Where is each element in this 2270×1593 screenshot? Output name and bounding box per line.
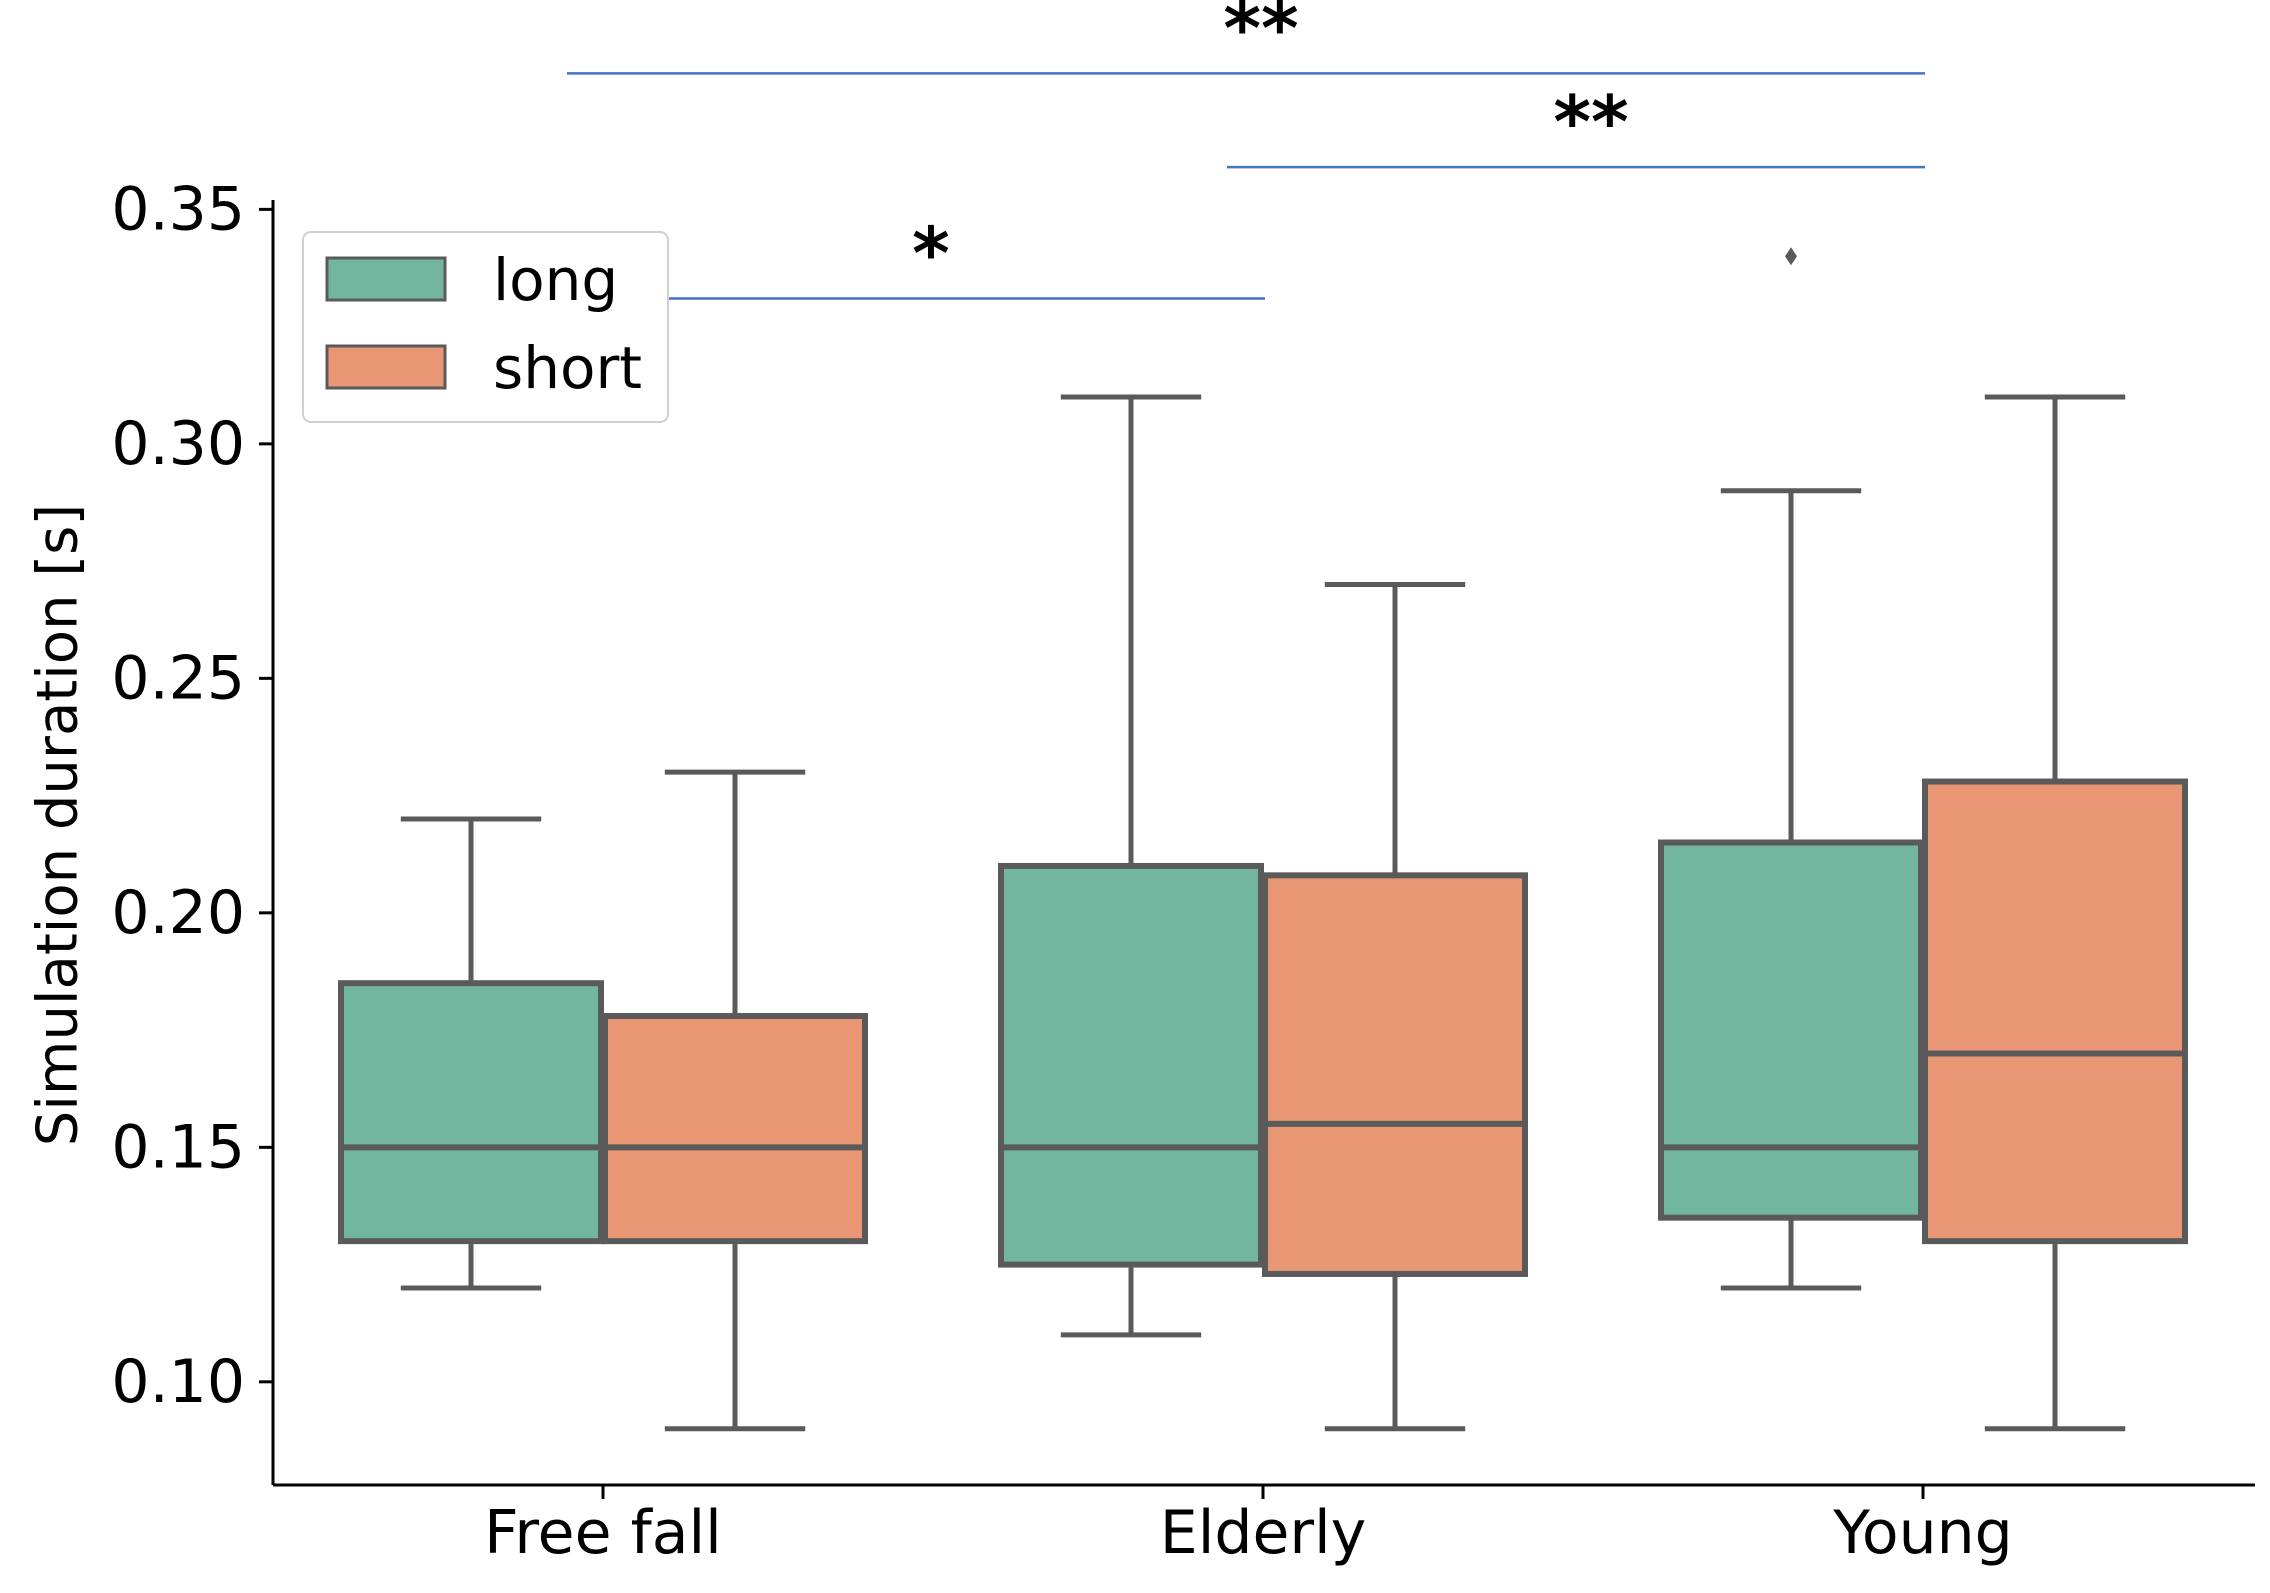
significance-label: **: [1223, 0, 1298, 70]
y-tick-label: 0.10: [111, 1347, 245, 1417]
legend-swatch-short: [325, 344, 447, 390]
box-body: [1262, 872, 1528, 1277]
y-axis-title: Simulation duration [s]: [26, 504, 91, 1146]
box-short-elderly: [1262, 582, 1528, 1432]
legend-swatch-long: [325, 256, 447, 302]
y-tick-label: 0.20: [111, 878, 245, 948]
box-short-free-fall: [602, 769, 868, 1432]
y-tick-label: 0.30: [111, 409, 245, 479]
significance-label: *: [912, 211, 950, 295]
box-body: [1922, 778, 2188, 1245]
box-short-young: [1922, 394, 2188, 1432]
outlier-point: [1785, 247, 1797, 266]
x-ticks: Free fall Elderly Young: [484, 1485, 2013, 1568]
legend-label-short: short: [493, 334, 642, 402]
boxes: [338, 247, 2188, 1432]
y-ticks: 0.10 0.15 0.20 0.25 0.30 0.35: [111, 174, 273, 1417]
box-body: [998, 862, 1264, 1268]
y-tick-label: 0.35: [111, 174, 245, 244]
box-body: [338, 980, 604, 1245]
box-long-young: [1658, 247, 1924, 1291]
box-body: [1658, 839, 1924, 1221]
significance-annotations: *****: [567, 0, 1925, 300]
legend-label-long: long: [493, 246, 618, 314]
significance-label: **: [1553, 80, 1628, 164]
box-long-free-fall: [338, 816, 604, 1291]
y-tick-label: 0.15: [111, 1112, 245, 1182]
box-body: [602, 1013, 868, 1245]
x-tick-label: Elderly: [1160, 1498, 1366, 1568]
x-tick-label: Young: [1832, 1498, 2013, 1568]
y-tick-label: 0.25: [111, 643, 245, 713]
x-tick-label: Free fall: [484, 1498, 722, 1568]
box-long-elderly: [998, 394, 1264, 1338]
legend: long short: [302, 231, 669, 423]
